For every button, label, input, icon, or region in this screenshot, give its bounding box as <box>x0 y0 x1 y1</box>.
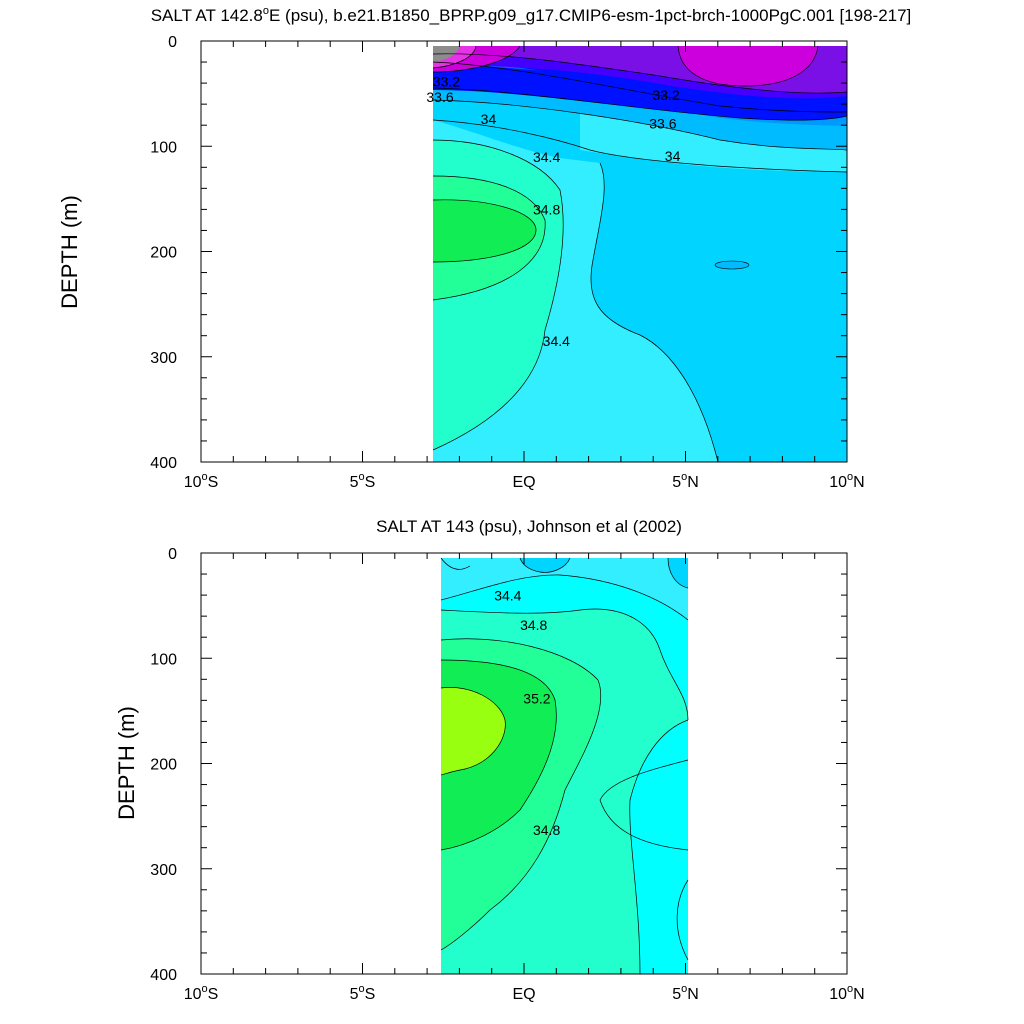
x-tick-label: 5oS <box>350 983 376 1003</box>
x-tick-label: 10oN <box>829 471 864 491</box>
contour-label: 34 <box>665 148 681 164</box>
y-tick-label: 300 <box>150 862 177 879</box>
fill-sky-top-mid <box>520 558 570 573</box>
fill-sky-top <box>668 558 688 588</box>
contour-label: 34.8 <box>520 617 547 633</box>
x-tick-label: EQ <box>512 986 535 1003</box>
y-tick-label: 100 <box>150 651 177 668</box>
panel2-axes: 0 100 200 300 400 10oS 5oS EQ 5oN 10oN <box>150 546 864 1003</box>
panel1-axes: 0 100 200 300 400 10oS 5oS EQ 5oN 10oN <box>150 34 864 491</box>
contour-label: 34.4 <box>533 149 560 165</box>
contour-label: 34 <box>481 111 497 127</box>
panel2-contour-lines <box>440 557 689 975</box>
panel2-contour-labels: 34.4 34.8 35.2 34.8 <box>494 587 560 838</box>
y-tick-label: 100 <box>150 139 177 156</box>
y-tick-label: 200 <box>150 757 177 774</box>
contour-label: 33.6 <box>649 115 676 131</box>
contour-label: 34.4 <box>543 333 570 349</box>
x-tick-label: 5oN <box>672 983 699 1003</box>
y-tick-label: 0 <box>168 546 177 563</box>
y-tick-label: 200 <box>150 245 177 262</box>
fill-cyan-light-top <box>441 558 688 620</box>
panel1-fill-layers <box>433 46 847 462</box>
x-tick-label: 10oN <box>829 983 864 1003</box>
contour-label: 34.8 <box>533 822 560 838</box>
panel1-ylabel: DEPTH (m) <box>57 195 82 309</box>
y-tick-label: 400 <box>150 455 177 472</box>
contour-label: 34.8 <box>533 202 560 218</box>
fill-small-lens <box>714 260 750 270</box>
contour-label: 33.6 <box>426 89 453 105</box>
contour-label: 34.4 <box>494 587 521 603</box>
x-tick-label: 10oS <box>184 471 219 491</box>
fill-sky-band <box>433 82 847 150</box>
fill-lime <box>441 687 506 775</box>
y-tick-label: 300 <box>150 350 177 367</box>
panel2-title: SALT AT 143 (psu), Johnson et al (2002) <box>376 517 682 536</box>
x-tick-label: 10oS <box>184 983 219 1003</box>
panel2-fill-layers <box>441 558 688 974</box>
x-tick-label: EQ <box>512 474 535 491</box>
contour-label: 33.2 <box>652 87 679 103</box>
contour-label: 35.2 <box>523 691 550 707</box>
panel1-title: SALT AT 142.8oE (psu), b.e21.B1850_BPRP.… <box>151 5 912 25</box>
panel2-ylabel: DEPTH (m) <box>114 706 139 820</box>
fill-green <box>433 199 536 262</box>
panel1-contour-lines <box>432 45 848 463</box>
fill-magenta-east <box>678 46 818 86</box>
panel-observed: SALT AT 143 (psu), Johnson et al (2002) <box>114 517 865 1003</box>
contour-label: 33.2 <box>433 73 460 89</box>
x-tick-label: 5oS <box>350 471 376 491</box>
panel-model: SALT AT 142.8oE (psu), b.e21.B1850_BPRP.… <box>57 5 911 491</box>
y-tick-label: 400 <box>150 967 177 984</box>
y-tick-label: 0 <box>168 34 177 51</box>
x-tick-label: 5oN <box>672 471 699 491</box>
